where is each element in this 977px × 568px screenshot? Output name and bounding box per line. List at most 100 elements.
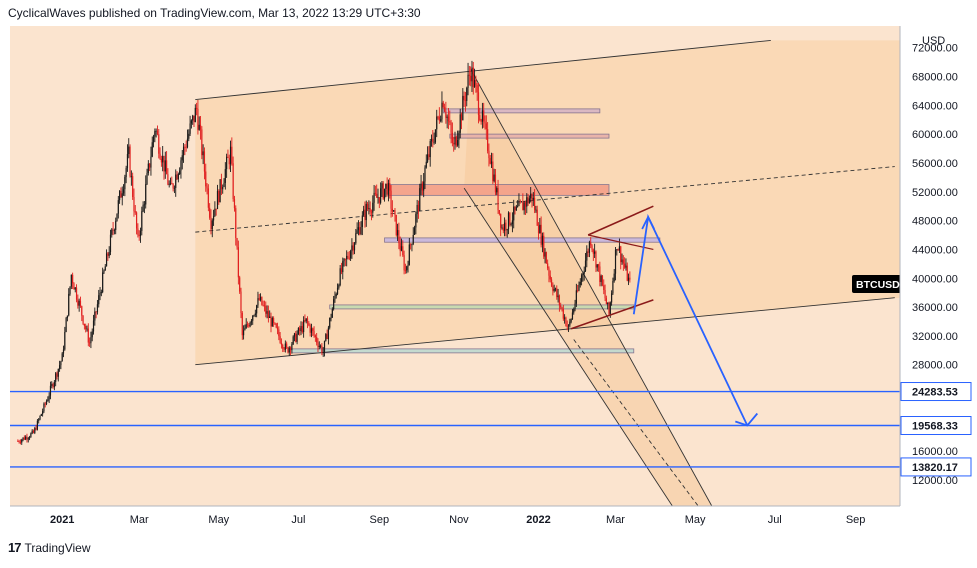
candle-body (410, 244, 412, 246)
desc-channel-line-b (463, 187, 675, 510)
candle-body (496, 188, 498, 193)
candle-body (314, 335, 316, 338)
desc-channel-line-a (470, 69, 714, 510)
candle-body (296, 334, 298, 342)
candle-body (607, 302, 609, 305)
candle-body (565, 317, 567, 326)
candle-body (125, 168, 127, 178)
candle-body (483, 110, 485, 122)
candle-body (556, 288, 558, 298)
candle-body (154, 131, 156, 137)
plot-area[interactable]: BTCUSD (10, 26, 902, 510)
candle-body (540, 224, 542, 245)
price-tick-label: 56000.00 (912, 158, 958, 170)
candle-body (241, 312, 243, 336)
candle-body (428, 154, 430, 158)
candle-body (60, 361, 62, 366)
candle-body (172, 184, 174, 189)
candle-body (609, 302, 611, 314)
candle-body (312, 328, 314, 331)
candle-body (393, 210, 395, 212)
candle-body (35, 428, 37, 430)
time-tick-label: Mar (130, 514, 149, 526)
zone-1 (449, 133, 610, 139)
candle-body (40, 414, 42, 416)
time-axis[interactable]: 2021 Mar May Jul Sep Nov 2022 Mar May Jul Sep (0, 505, 977, 538)
candle-body (111, 229, 113, 235)
candle-body (107, 253, 109, 256)
candle-body (233, 199, 236, 209)
candle-body (547, 263, 549, 269)
candle-body (353, 243, 356, 251)
candle-body (513, 206, 515, 221)
candle-body (259, 296, 262, 300)
candle-body (462, 95, 464, 121)
candle-body (517, 206, 519, 207)
candle-body (164, 160, 166, 172)
candle-body (31, 430, 33, 434)
candle-body (215, 208, 217, 210)
candle-body (357, 227, 360, 231)
candle-body (434, 129, 437, 143)
candle-body (239, 277, 241, 292)
candle-body (450, 122, 452, 133)
candle-body (523, 202, 525, 211)
candle-body (72, 274, 74, 284)
candle-body (109, 234, 112, 252)
candle-body (124, 177, 126, 190)
price-tick-label: 48000.00 (912, 216, 958, 228)
candle-body (240, 291, 242, 313)
candle-body (620, 246, 622, 263)
candle-body (590, 242, 592, 246)
candle-body (83, 323, 85, 326)
candle-body (548, 268, 550, 276)
symbol-badge-label: BTCUSD (856, 279, 900, 291)
candle-body (396, 230, 399, 236)
price-chart[interactable]: BTCUSD 72000.00 68000.00 64000.00 60000.00 5… (0, 26, 977, 538)
candle-body (596, 264, 598, 268)
time-tick-label: 2022 (526, 514, 550, 526)
candle-body (266, 311, 268, 314)
candle-body (415, 214, 417, 228)
candle-body (408, 244, 410, 266)
candle-body (115, 221, 117, 230)
candle-body (471, 67, 473, 82)
time-tick-label: Sep (370, 514, 390, 526)
candle-body (129, 146, 131, 177)
candle-body (489, 158, 491, 164)
candle-body (571, 312, 574, 320)
candle-body (28, 437, 31, 439)
candle-body (453, 142, 455, 145)
candle-body (132, 176, 134, 197)
candle-body (175, 174, 177, 188)
candle-body (472, 67, 474, 87)
candle-body (564, 317, 566, 319)
candle-body (423, 181, 425, 191)
candle-body (390, 190, 392, 209)
candle-body (573, 309, 575, 313)
candle-body (79, 300, 82, 307)
candle-body (61, 353, 63, 362)
candle-body (339, 268, 341, 286)
price-axis-bg (900, 26, 977, 538)
candle-body (163, 155, 165, 172)
currency-label: USD (922, 35, 945, 47)
candle-body (400, 246, 403, 251)
zone-4 (329, 304, 635, 310)
candle-body (372, 202, 374, 213)
candle-body (292, 336, 294, 345)
candle-body (490, 161, 493, 164)
candle-body (432, 138, 434, 143)
candle-body (591, 245, 593, 250)
candle-body (566, 325, 568, 327)
time-tick-label: Sep (846, 514, 866, 526)
candle-body (155, 130, 157, 132)
price-axis[interactable]: 72000.00 68000.00 64000.00 60000.00 56000.00… (899, 26, 977, 538)
candle-body (614, 249, 617, 274)
candle-body (250, 320, 253, 323)
candle-body (190, 120, 192, 124)
candle-body (95, 311, 97, 313)
candle-body (305, 318, 307, 322)
candle-body (407, 265, 409, 267)
candle-body (19, 442, 22, 443)
